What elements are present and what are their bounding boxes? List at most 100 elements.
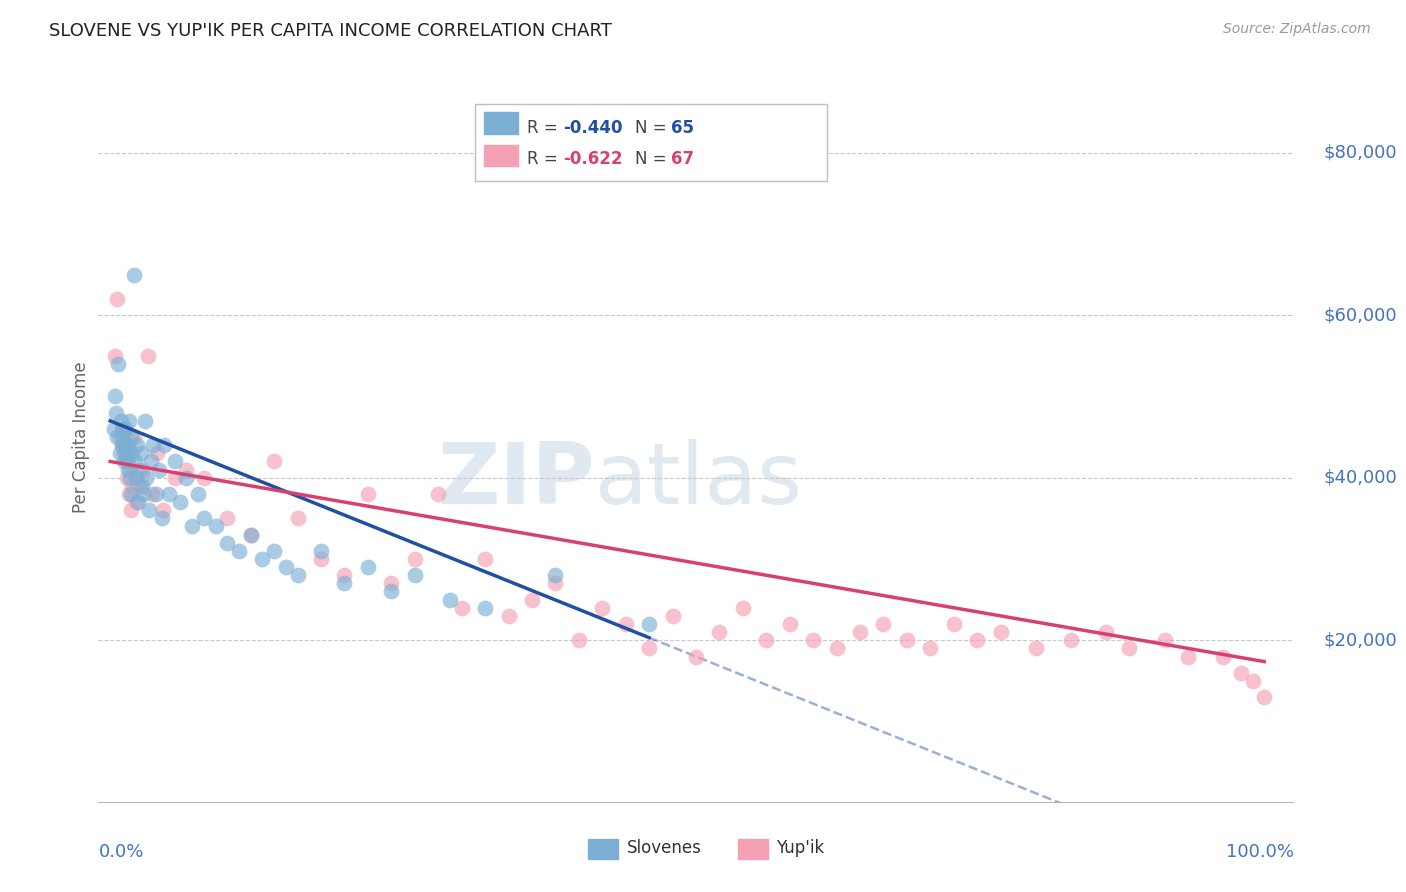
- Point: [163, 471, 186, 485]
- Bar: [738, 838, 768, 859]
- Point: [157, 487, 180, 501]
- Point: [174, 471, 197, 485]
- Point: [263, 454, 285, 468]
- Point: [148, 462, 170, 476]
- Point: [1241, 673, 1264, 688]
- Point: [1060, 633, 1083, 648]
- Text: Source: ZipAtlas.com: Source: ZipAtlas.com: [1223, 22, 1371, 37]
- Bar: [485, 145, 517, 167]
- Point: [274, 560, 297, 574]
- Point: [357, 560, 380, 574]
- Point: [1153, 633, 1175, 648]
- Point: [120, 487, 142, 501]
- Text: R =: R =: [527, 119, 564, 136]
- Text: $20,000: $20,000: [1323, 632, 1398, 649]
- Point: [380, 584, 402, 599]
- Point: [121, 446, 143, 460]
- Point: [122, 430, 145, 444]
- Point: [142, 438, 165, 452]
- Point: [135, 471, 157, 485]
- Point: [638, 617, 661, 632]
- Point: [108, 446, 131, 460]
- Point: [779, 617, 801, 632]
- Point: [1212, 649, 1234, 664]
- Point: [568, 633, 591, 648]
- Point: [138, 503, 160, 517]
- Point: [120, 503, 142, 517]
- Point: [614, 617, 637, 632]
- Point: [825, 641, 848, 656]
- Text: ZIP: ZIP: [437, 440, 595, 523]
- Point: [104, 389, 127, 403]
- Point: [153, 438, 176, 452]
- Point: [110, 414, 132, 428]
- Point: [112, 454, 135, 468]
- Point: [990, 625, 1012, 640]
- Point: [141, 454, 163, 468]
- Point: [105, 292, 128, 306]
- Point: [111, 422, 134, 436]
- Point: [544, 568, 567, 582]
- Point: [174, 462, 197, 476]
- Point: [1253, 690, 1275, 705]
- Point: [112, 430, 135, 444]
- Point: [1095, 625, 1118, 640]
- Point: [966, 633, 988, 648]
- Text: N =: N =: [636, 150, 672, 168]
- Y-axis label: Per Capita Income: Per Capita Income: [72, 361, 90, 513]
- Point: [114, 422, 136, 436]
- Point: [287, 568, 309, 582]
- Point: [520, 592, 543, 607]
- Point: [114, 422, 136, 436]
- Point: [252, 552, 274, 566]
- Point: [333, 568, 356, 582]
- Point: [115, 454, 138, 468]
- Point: [685, 649, 707, 664]
- Point: [217, 511, 239, 525]
- Point: [309, 544, 332, 558]
- Point: [120, 430, 142, 444]
- Text: $40,000: $40,000: [1323, 468, 1398, 487]
- Point: [1177, 649, 1199, 664]
- Point: [920, 641, 942, 656]
- Point: [1118, 641, 1140, 656]
- Point: [128, 462, 150, 476]
- Point: [661, 608, 683, 623]
- Point: [128, 479, 150, 493]
- Point: [204, 519, 226, 533]
- Point: [152, 503, 174, 517]
- Point: [169, 495, 191, 509]
- Point: [112, 438, 135, 452]
- Text: -0.622: -0.622: [564, 150, 623, 168]
- Text: 67: 67: [671, 150, 695, 168]
- Point: [107, 357, 129, 371]
- Point: [228, 544, 250, 558]
- Point: [108, 430, 131, 444]
- Point: [380, 576, 402, 591]
- Point: [145, 487, 167, 501]
- Point: [1229, 665, 1253, 680]
- Point: [103, 422, 125, 436]
- Point: [872, 617, 894, 632]
- Point: [117, 438, 139, 452]
- Point: [474, 552, 496, 566]
- Text: 0.0%: 0.0%: [98, 843, 143, 861]
- Point: [239, 527, 262, 541]
- Point: [755, 633, 778, 648]
- Point: [146, 446, 169, 460]
- Point: [439, 592, 461, 607]
- Point: [357, 487, 380, 501]
- Point: [118, 414, 141, 428]
- Point: [474, 600, 496, 615]
- Point: [239, 527, 262, 541]
- Text: 100.0%: 100.0%: [1226, 843, 1294, 861]
- Point: [333, 576, 356, 591]
- Point: [118, 446, 141, 460]
- Point: [163, 454, 186, 468]
- Point: [217, 535, 239, 549]
- Point: [150, 511, 173, 525]
- Point: [127, 495, 149, 509]
- Text: 65: 65: [671, 119, 695, 136]
- Point: [131, 479, 153, 493]
- Point: [544, 576, 567, 591]
